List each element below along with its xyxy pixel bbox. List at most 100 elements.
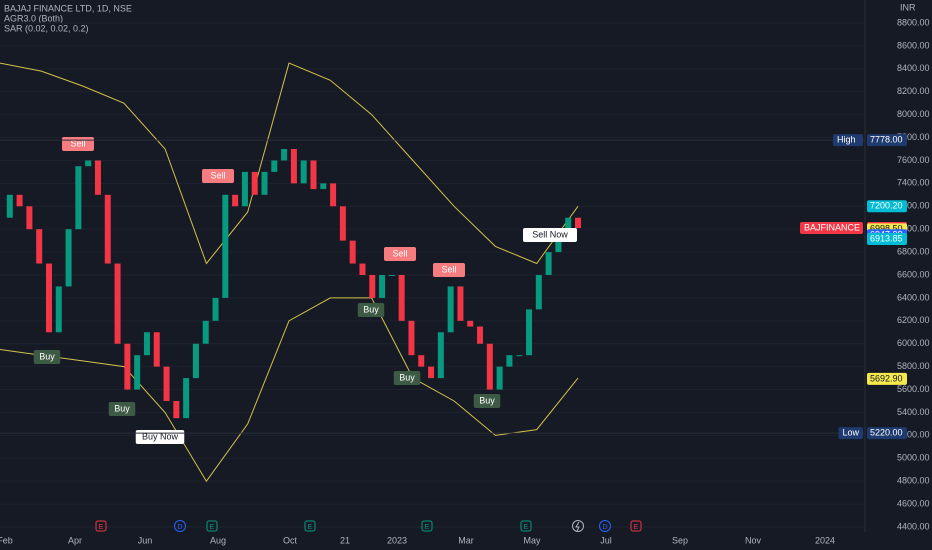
dividend-bolt (572, 520, 584, 532)
candle (477, 326, 484, 344)
candle (75, 166, 82, 230)
x-tick-label: Mar (458, 535, 474, 545)
candle (271, 160, 278, 172)
candle (526, 309, 533, 356)
y-tick-label: 7400.00 (897, 178, 930, 188)
candle (183, 378, 190, 419)
signal-label: Sell (392, 248, 407, 258)
candle (173, 401, 180, 419)
y-tick-label: 5600.00 (897, 384, 930, 394)
signal-box (473, 394, 501, 408)
signal-box (108, 402, 136, 416)
candle (94, 160, 101, 195)
candle (6, 194, 13, 218)
price-tag: 5692.90 (867, 372, 907, 385)
candle (457, 286, 464, 321)
candle (192, 343, 199, 379)
candle (330, 183, 337, 207)
candle (408, 320, 415, 356)
currency: INR (900, 2, 916, 12)
tag-value: 5220.00 (870, 427, 903, 437)
y-tick-label: 7800.00 (897, 132, 930, 142)
candle (65, 229, 72, 287)
candle (241, 171, 248, 207)
band-line (0, 297, 579, 483)
candle (26, 206, 33, 230)
candle (379, 275, 386, 298)
event-label: E (524, 524, 529, 531)
candle (281, 149, 288, 161)
indicator: SAR (0.02, 0.02, 0.2) (4, 23, 89, 33)
candle (124, 343, 131, 390)
indicator: AGR3.0 (Both) (4, 13, 63, 23)
candle (535, 275, 542, 310)
candle (516, 355, 523, 357)
price-tag: 5220.00 Low (0, 427, 907, 440)
y-tick-label: 5000.00 (897, 453, 930, 463)
tag-box (867, 372, 907, 385)
tag-value: 6913.85 (870, 233, 903, 243)
signal-box (433, 263, 465, 277)
tag-name: Low (843, 427, 860, 437)
y-tick-label: 6800.00 (897, 246, 930, 256)
signal-label: Buy (39, 351, 55, 361)
y-tick-label: 8600.00 (897, 40, 930, 50)
tag-box (867, 134, 907, 147)
signal-box (384, 247, 416, 261)
candle (437, 332, 444, 379)
y-tick-label: 4400.00 (897, 521, 930, 531)
event-icon (206, 520, 218, 532)
price-tag: 7778.00 High (0, 134, 907, 147)
candle (36, 229, 43, 264)
tag-value: 7778.00 (870, 134, 903, 144)
symbol: BAJAJ FINANCE LTD, 1D, NSE (4, 3, 132, 13)
price-tag: 6913.85 (867, 233, 907, 246)
candle (251, 171, 258, 195)
candle (134, 355, 141, 390)
candle (506, 355, 513, 367)
candle (143, 332, 150, 356)
candle (290, 149, 297, 184)
event-icon (95, 520, 107, 532)
candle (163, 366, 170, 401)
signal-box (523, 228, 577, 242)
event-icon (304, 520, 316, 532)
y-tick-label: 7600.00 (897, 155, 930, 165)
signal-box (357, 303, 385, 317)
y-tick-label: 4800.00 (897, 476, 930, 486)
candle (467, 320, 474, 327)
signal-label: Sell (210, 170, 225, 180)
candle (85, 160, 92, 167)
y-tick-label: 6000.00 (897, 338, 930, 348)
x-tick-label: Jul (600, 535, 612, 545)
signal-label: Buy (399, 372, 415, 382)
event-label: E (308, 524, 313, 531)
candle (369, 275, 376, 298)
candle (447, 286, 454, 333)
y-tick-label: 7000.00 (897, 224, 930, 234)
tag-box (867, 233, 907, 246)
event-label: D (177, 524, 182, 531)
candle (349, 240, 356, 264)
candle (388, 275, 395, 276)
candle (428, 366, 435, 379)
candle (555, 240, 562, 253)
event-label: E (99, 524, 104, 531)
signal-label: Sell (441, 264, 456, 274)
candle (212, 297, 219, 321)
candle (545, 252, 552, 275)
y-tick-label: 4600.00 (897, 498, 930, 508)
candle (575, 217, 581, 229)
candle (359, 263, 366, 275)
event-icon (630, 520, 642, 532)
candle (300, 160, 307, 184)
candle (486, 343, 493, 390)
event-label: E (634, 524, 639, 531)
price-tag: 7200.20 (867, 200, 907, 213)
y-tick-label: 7200.00 (897, 201, 930, 211)
tag-value: 6998.50 (870, 224, 903, 234)
candle (339, 206, 346, 241)
candle (222, 194, 229, 298)
tag-box (867, 200, 907, 213)
